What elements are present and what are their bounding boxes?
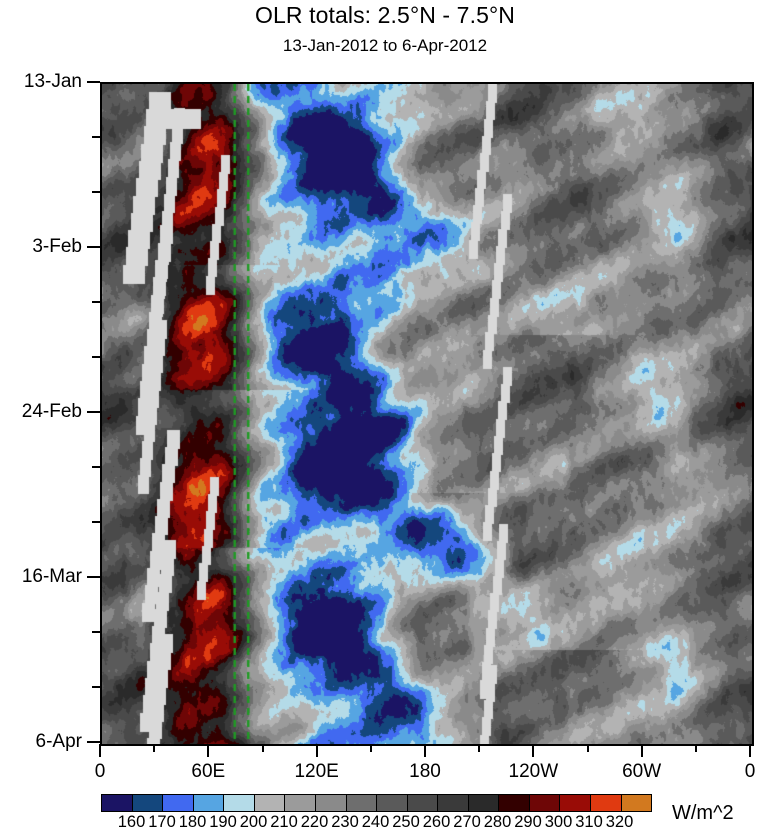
colorbar-tick-label: 260: [422, 813, 451, 831]
colorbar: [101, 794, 652, 812]
colorbar-swatch: [560, 795, 591, 811]
colorbar-swatch: [346, 795, 378, 811]
y-axis-minor-tick: [92, 631, 100, 633]
x-axis-major-tick: [315, 744, 318, 757]
colorbar-units-label: W/m^2: [672, 802, 734, 824]
y-axis-labels: 13-Jan 3-Feb 24-Feb 16-Mar 6-Apr: [0, 0, 86, 834]
x-axis-tick-label: 60W: [622, 761, 662, 782]
y-axis-tick-label: 3-Feb: [32, 236, 82, 257]
colorbar-swatch: [224, 795, 255, 811]
x-axis-tick-label: 60E: [191, 761, 226, 782]
y-axis-minor-tick: [92, 301, 100, 303]
colorbar-tick-label: 280: [483, 813, 512, 831]
y-axis-major-tick: [87, 81, 100, 83]
x-axis-minor-tick: [694, 744, 697, 752]
x-axis-major-tick: [207, 744, 210, 757]
y-axis-minor-tick: [92, 521, 100, 523]
x-axis-major-tick: [99, 744, 101, 757]
x-axis-major-tick: [749, 744, 751, 757]
y-axis-minor-tick: [92, 136, 100, 138]
y-axis-tick-label: 13-Jan: [23, 71, 82, 92]
x-axis-tick-label: 120W: [508, 761, 559, 782]
colorbar-swatch: [254, 795, 286, 811]
y-axis-major-tick: [87, 741, 100, 743]
plot-area: [100, 82, 754, 746]
x-axis-tick-label: 0: [94, 761, 106, 782]
x-axis-minor-tick: [586, 744, 589, 752]
colorbar-tick-label: 160: [117, 813, 146, 831]
colorbar-swatch: [438, 795, 469, 811]
colorbar-swatch: [132, 795, 164, 811]
colorbar-tick-label: 230: [331, 813, 359, 831]
colorbar-tick-label: 290: [514, 813, 542, 831]
colorbar-tick-label: 320: [605, 813, 634, 831]
page-title: OLR totals: 2.5°N - 7.5°N: [255, 2, 515, 28]
y-axis-minor-tick: [92, 356, 100, 358]
x-axis-minor-tick: [478, 744, 481, 752]
colorbar-swatch: [529, 795, 561, 811]
x-axis-minor-tick: [153, 744, 156, 752]
x-axis-minor-tick: [369, 744, 372, 752]
colorbar-tick-label: 210: [270, 813, 298, 831]
page-subtitle: 13-Jan-2012 to 6-Apr-2012: [282, 36, 488, 55]
y-axis-major-tick: [87, 576, 100, 578]
y-axis-tick-label: 24-Feb: [21, 401, 82, 422]
colorbar-tick-label: 180: [178, 813, 207, 831]
colorbar-tick-label: 250: [392, 813, 420, 831]
x-axis-major-tick: [532, 744, 535, 757]
x-axis-tick-label: 0: [744, 761, 756, 782]
colorbar-swatch: [591, 795, 622, 811]
colorbar-swatch: [499, 795, 530, 811]
hovmoller-heatmap: [102, 84, 752, 744]
colorbar-tick-label: 270: [453, 813, 481, 831]
x-axis-minor-tick: [261, 744, 264, 752]
y-axis-minor-tick: [92, 686, 100, 688]
colorbar-swatch: [315, 795, 347, 811]
colorbar-tick-label: 310: [575, 813, 603, 831]
colorbar-swatch: [102, 795, 133, 811]
y-axis-minor-tick: [92, 191, 100, 193]
colorbar-tick-label: 200: [239, 813, 268, 831]
colorbar-swatch: [621, 795, 652, 811]
x-axis-tick-label: 120E: [294, 761, 339, 782]
x-axis-tick-label: 180: [409, 761, 441, 782]
colorbar-swatch: [163, 795, 194, 811]
colorbar-tick-label: 190: [209, 813, 237, 831]
x-axis-major-tick: [640, 744, 643, 757]
colorbar-tick-label: 170: [148, 813, 176, 831]
colorbar-swatch: [285, 795, 316, 811]
y-axis-tick-label: 6-Apr: [35, 731, 82, 752]
y-axis-major-tick: [87, 411, 100, 413]
y-axis-major-tick: [87, 246, 100, 248]
x-axis-major-tick: [424, 744, 426, 757]
colorbar-swatch: [377, 795, 408, 811]
y-axis-minor-tick: [92, 466, 100, 468]
colorbar-tick-label: 300: [544, 813, 573, 831]
colorbar-swatch: [468, 795, 500, 811]
colorbar-swatch: [193, 795, 225, 811]
colorbar-swatch: [407, 795, 439, 811]
colorbar-tick-label: 240: [361, 813, 390, 831]
colorbar-tick-label: 220: [300, 813, 329, 831]
y-axis-tick-label: 16-Mar: [21, 566, 82, 587]
